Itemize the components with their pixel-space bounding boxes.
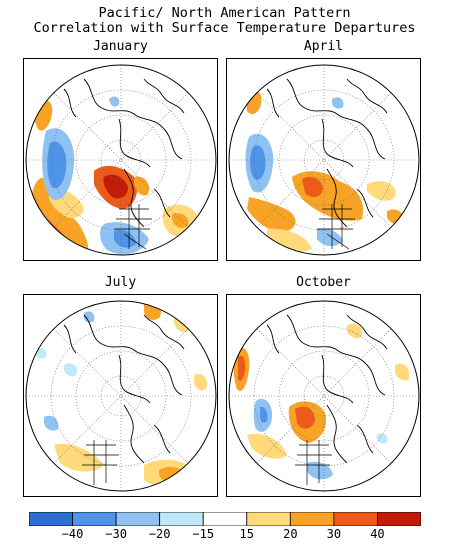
map-panel-january <box>23 58 218 261</box>
colorbar-swatch-2 <box>115 512 161 526</box>
colorbar-tick-label: −20 <box>148 527 171 541</box>
colorbar-tick-label: −30 <box>105 527 127 541</box>
state-grid <box>82 440 119 485</box>
cold-spot-arctic <box>331 97 344 109</box>
warm-core-western-north-america <box>295 406 315 429</box>
coastlines <box>63 314 185 464</box>
panel-title-april: April <box>303 39 344 54</box>
cold-anomaly-southeast-us <box>307 461 333 480</box>
map-panel-october <box>226 294 421 497</box>
cold-spot-arctic <box>109 96 120 107</box>
cold-patch-west <box>44 415 59 431</box>
graticule <box>26 65 216 255</box>
colorbar-swatch-8 <box>377 512 421 526</box>
colorbar-swatch-6 <box>289 512 335 526</box>
warm-fringe-labrador <box>367 181 396 201</box>
map-panel-july <box>23 294 218 497</box>
colorbar-tick-label: 40 <box>370 527 385 541</box>
graticule <box>229 301 419 491</box>
warm-fringe-western-north-america <box>134 176 150 196</box>
coastlines <box>266 314 388 464</box>
cold-patch-northwest <box>35 347 47 359</box>
coastlines <box>63 78 185 228</box>
cold-patch-north <box>83 311 95 323</box>
warm-core-atlantic <box>172 213 189 228</box>
colorbar-swatch-3 <box>159 512 204 526</box>
colorbar-tick-label: 30 <box>326 527 342 541</box>
cold-core-north-pacific <box>250 145 266 180</box>
colorbar-swatch-4 <box>202 512 248 526</box>
warm-core-western-north-america <box>103 174 128 199</box>
colorbar-swatch-0 <box>29 512 73 526</box>
cold-core-north-pacific <box>47 141 67 189</box>
panel-title-july: July <box>104 275 137 290</box>
graticule <box>229 65 419 255</box>
warm-patch-east <box>194 373 208 391</box>
warm-band-north-pacific <box>29 177 89 255</box>
colorbar-tick-label: −15 <box>192 527 215 541</box>
warm-core-western-north-america <box>302 177 323 198</box>
panel-title-january: January <box>93 39 148 54</box>
state-grid <box>295 440 332 485</box>
coastlines <box>266 78 388 228</box>
panel-title-october: October <box>296 275 351 290</box>
warm-core-north-pacific <box>238 355 246 381</box>
warm-band-north-pacific <box>247 197 296 232</box>
figure-title-line2: Correlation with Surface Temperature Dep… <box>33 20 416 36</box>
colorbar-swatch-5 <box>246 512 291 526</box>
colorbar-swatch-7 <box>333 512 378 526</box>
map-panel-april <box>226 58 421 261</box>
cold-patch-central <box>63 363 78 377</box>
figure-title-line1: Pacific/ North American Pattern <box>98 5 351 21</box>
colorbar-tick-label: 15 <box>239 527 254 541</box>
colorbar-swatch-1 <box>72 512 117 526</box>
warm-patch-northeast <box>347 323 363 339</box>
cold-core-southeast-us <box>114 229 136 248</box>
warm-band-pacific <box>247 433 287 459</box>
colorbar-tick-label: −40 <box>61 527 84 541</box>
cold-core-north-pacific <box>259 406 268 423</box>
cold-spot-east <box>376 433 388 444</box>
cold-anomaly-southeast-us <box>317 228 343 247</box>
graticule <box>26 301 216 491</box>
colorbar-tick-label: 20 <box>283 527 298 541</box>
warm-patch-east <box>395 363 410 381</box>
colorbar <box>29 512 421 526</box>
